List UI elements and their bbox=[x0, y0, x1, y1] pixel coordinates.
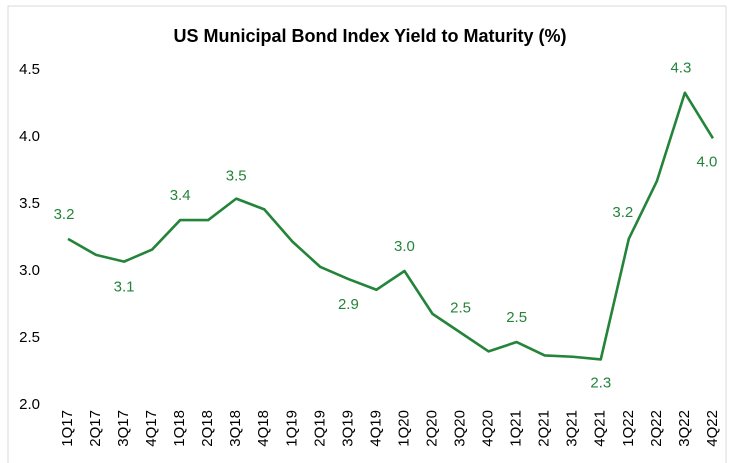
data-label: 3.4 bbox=[170, 187, 191, 204]
x-tick-label: 3Q19 bbox=[339, 410, 356, 447]
x-tick-label: 3Q20 bbox=[452, 410, 469, 447]
chart-title: US Municipal Bond Index Yield to Maturit… bbox=[173, 26, 566, 46]
data-label: 4.3 bbox=[670, 60, 691, 77]
data-label: 2.9 bbox=[338, 296, 359, 313]
data-label: 2.5 bbox=[450, 300, 471, 317]
data-label: 3.2 bbox=[54, 206, 75, 223]
x-tick-label: 4Q21 bbox=[592, 410, 609, 447]
x-tick-label: 4Q20 bbox=[480, 410, 497, 447]
x-tick-label: 3Q18 bbox=[227, 410, 244, 447]
data-label: 3.1 bbox=[114, 279, 135, 296]
x-tick-label: 2Q17 bbox=[87, 410, 104, 447]
data-label: 2.3 bbox=[590, 374, 611, 391]
x-tick-label: 3Q17 bbox=[115, 410, 132, 447]
data-label: 3.0 bbox=[394, 238, 415, 255]
data-label: 2.5 bbox=[506, 309, 527, 326]
x-tick-label: 1Q19 bbox=[283, 410, 300, 447]
x-tick-label: 1Q17 bbox=[59, 410, 76, 447]
data-label: 4.0 bbox=[696, 153, 717, 170]
y-tick-label: 2.5 bbox=[19, 329, 40, 346]
data-label: 3.2 bbox=[612, 204, 633, 221]
x-tick-label: 4Q19 bbox=[367, 410, 384, 447]
y-tick-label: 4.5 bbox=[19, 61, 40, 78]
x-tick-label: 1Q20 bbox=[395, 410, 412, 447]
x-tick-label: 2Q18 bbox=[199, 410, 216, 447]
x-tick-label: 1Q18 bbox=[171, 410, 188, 447]
x-tick-label: 4Q22 bbox=[704, 410, 721, 447]
y-tick-label: 3.5 bbox=[19, 195, 40, 212]
x-tick-label: 2Q21 bbox=[536, 410, 553, 447]
x-tick-label: 1Q21 bbox=[508, 410, 525, 447]
x-tick-label: 3Q21 bbox=[564, 410, 581, 447]
y-tick-label: 3.0 bbox=[19, 262, 40, 279]
y-tick-label: 4.0 bbox=[19, 128, 40, 145]
x-tick-label: 3Q22 bbox=[676, 410, 693, 447]
y-tick-label: 2.0 bbox=[19, 396, 40, 413]
x-tick-label: 4Q18 bbox=[255, 410, 272, 447]
x-tick-label: 4Q17 bbox=[143, 410, 160, 447]
x-tick-label: 2Q19 bbox=[311, 410, 328, 447]
x-tick-label: 2Q22 bbox=[648, 410, 665, 447]
data-line bbox=[67, 91, 715, 361]
data-label: 3.5 bbox=[226, 168, 247, 185]
x-tick-label: 1Q22 bbox=[620, 410, 637, 447]
x-tick-label: 2Q20 bbox=[423, 410, 440, 447]
chart-frame bbox=[7, 5, 727, 463]
